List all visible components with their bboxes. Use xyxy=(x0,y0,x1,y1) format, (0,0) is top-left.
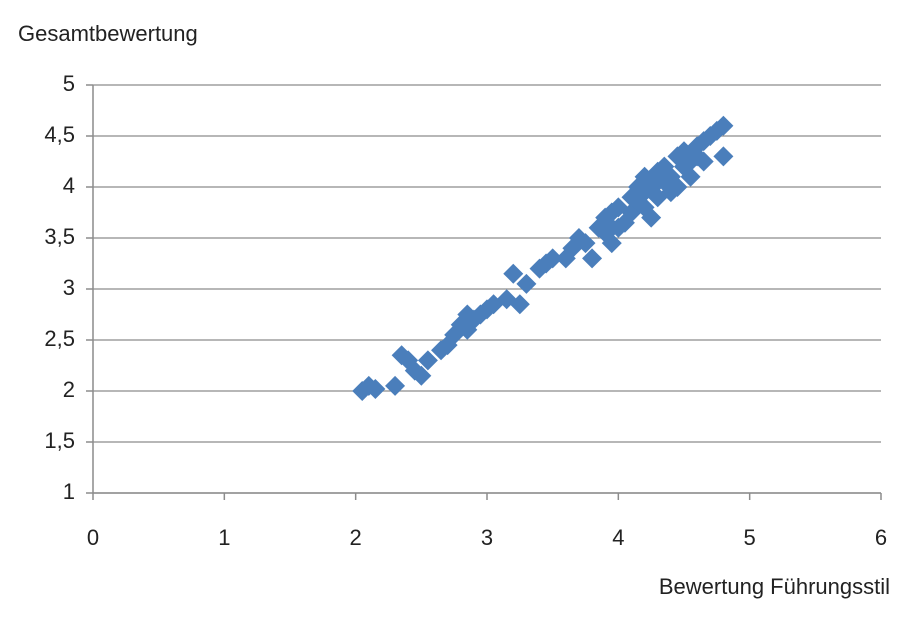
y-tick-label: 2,5 xyxy=(44,326,75,351)
x-tick-label: 1 xyxy=(218,525,230,550)
y-axis-label: Gesamtbewertung xyxy=(18,21,198,46)
scatter-point xyxy=(503,263,524,284)
scatter-point xyxy=(582,248,603,269)
scatter-point xyxy=(601,233,622,254)
x-tick-label: 3 xyxy=(481,525,493,550)
scatter-point xyxy=(516,273,537,294)
scatter-point xyxy=(411,365,432,386)
y-tick-label: 1,5 xyxy=(44,428,75,453)
scatter-point xyxy=(601,217,622,238)
x-tick-label: 6 xyxy=(875,525,887,550)
scatter-point xyxy=(365,378,386,399)
scatter-point xyxy=(385,375,406,396)
x-tick-label: 4 xyxy=(612,525,624,550)
scatter-point xyxy=(713,115,734,136)
scatter-point xyxy=(693,131,714,152)
x-axis-label: Bewertung Führungsstil xyxy=(659,574,890,599)
x-tick-label: 0 xyxy=(87,525,99,550)
y-tick-label: 4,5 xyxy=(44,122,75,147)
scatter-point xyxy=(542,248,563,269)
y-tick-label: 5 xyxy=(63,71,75,96)
scatter-point xyxy=(628,177,649,197)
y-tick-label: 3,5 xyxy=(44,224,75,249)
scatter-point xyxy=(680,166,701,187)
scatter-point xyxy=(667,177,688,197)
y-tick-label: 3 xyxy=(63,275,75,300)
scatter-point xyxy=(575,233,596,254)
scatter-point xyxy=(713,146,734,167)
y-tick-label: 1 xyxy=(63,479,75,504)
x-tick-label: 2 xyxy=(350,525,362,550)
scatter-point xyxy=(457,304,478,325)
scatter-point xyxy=(634,197,655,218)
y-tick-label: 4 xyxy=(63,173,75,198)
scatter-point xyxy=(417,350,438,371)
scatter-point xyxy=(647,171,668,192)
scatter-point xyxy=(509,294,530,315)
scatter-point xyxy=(693,151,714,172)
y-tick-label: 2 xyxy=(63,377,75,402)
x-tick-label: 5 xyxy=(744,525,756,550)
